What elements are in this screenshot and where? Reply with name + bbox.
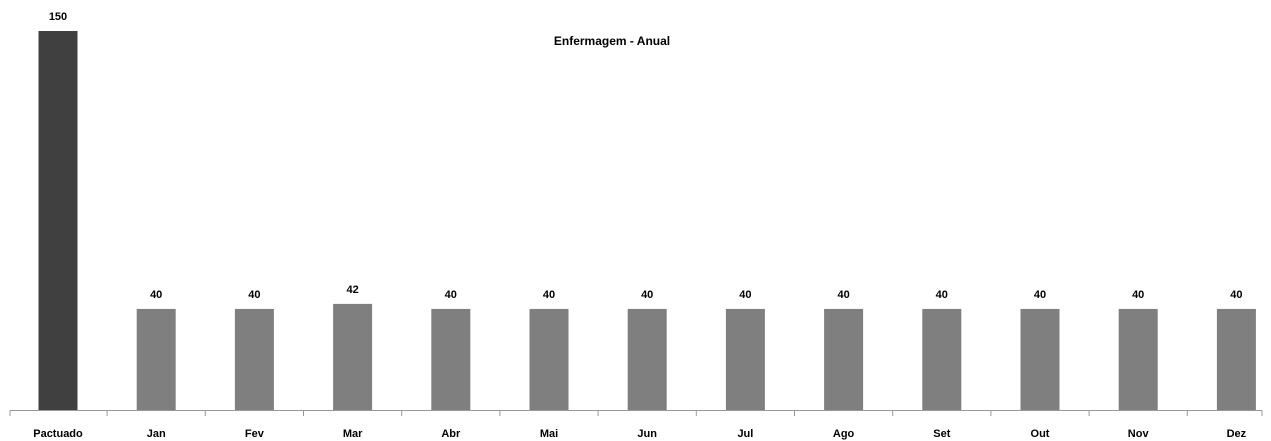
bar — [824, 308, 864, 410]
data-label: 40 — [739, 289, 751, 301]
data-label: 42 — [346, 284, 358, 296]
x-tick-label: Set — [933, 428, 950, 440]
data-label: 40 — [641, 289, 653, 301]
data-label: 40 — [1230, 289, 1242, 301]
x-tick-label: Abr — [441, 428, 461, 440]
bar — [136, 308, 176, 410]
x-tick-label: Mai — [540, 428, 558, 440]
bar — [1020, 308, 1060, 410]
bar — [529, 308, 569, 410]
data-label: 40 — [150, 289, 162, 301]
x-tick-label: Pactuado — [33, 428, 83, 440]
data-label: 40 — [543, 289, 555, 301]
data-label: 40 — [837, 289, 849, 301]
chart-title: Enfermagem - Anual — [554, 34, 670, 48]
bar — [333, 303, 373, 410]
x-tick-label: Jan — [147, 428, 166, 440]
data-label: 40 — [1034, 289, 1046, 301]
data-label: 40 — [445, 289, 457, 301]
bar — [234, 308, 274, 410]
data-label: 150 — [49, 11, 67, 23]
bar — [725, 308, 765, 410]
x-tick-label: Ago — [833, 428, 855, 440]
bar — [922, 308, 962, 410]
bar — [627, 308, 667, 410]
bar — [38, 31, 78, 410]
x-tick-label: Mar — [343, 428, 363, 440]
bar — [1216, 308, 1256, 410]
data-label: 40 — [1132, 289, 1144, 301]
x-tick-label: Jun — [637, 428, 657, 440]
bar — [1118, 308, 1158, 410]
x-tick-label: Fev — [245, 428, 265, 440]
x-tick-label: Out — [1031, 428, 1050, 440]
x-tick-label: Dez — [1227, 428, 1247, 440]
x-tick-label: Jul — [737, 428, 753, 440]
x-tick-label: Nov — [1128, 428, 1150, 440]
bar — [431, 308, 471, 410]
data-label: 40 — [248, 289, 260, 301]
data-label: 40 — [936, 289, 948, 301]
